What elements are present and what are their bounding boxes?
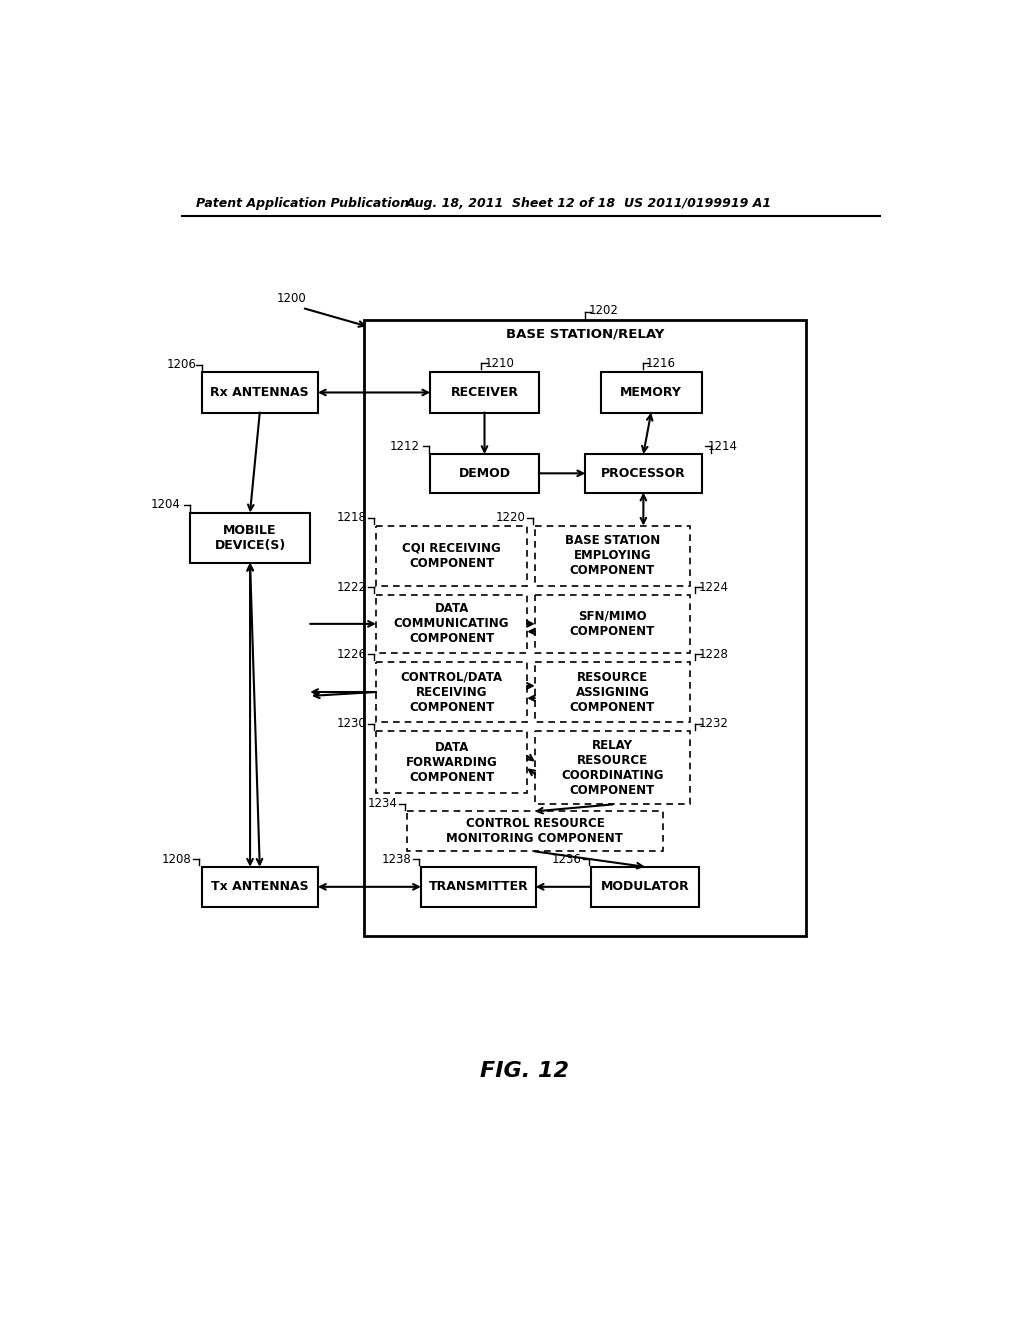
Text: 1236: 1236 (552, 853, 582, 866)
Bar (535, 663, 690, 722)
Text: 1238: 1238 (382, 853, 412, 866)
Bar (430, 454, 539, 492)
Bar (365, 321, 806, 936)
Bar (535, 525, 690, 586)
Text: DEMOD: DEMOD (459, 467, 511, 480)
Text: CONTROL/DATA
RECEIVING
COMPONENT: CONTROL/DATA RECEIVING COMPONENT (400, 671, 503, 714)
Bar (202, 867, 317, 907)
Text: 1208: 1208 (162, 853, 191, 866)
Text: DATA
COMMUNICATING
COMPONENT: DATA COMMUNICATING COMPONENT (394, 602, 509, 645)
Text: 1220: 1220 (496, 511, 525, 524)
Text: Aug. 18, 2011  Sheet 12 of 18: Aug. 18, 2011 Sheet 12 of 18 (406, 197, 615, 210)
Text: BASE STATION
EMPLOYING
COMPONENT: BASE STATION EMPLOYING COMPONENT (565, 535, 660, 577)
Bar (376, 731, 527, 793)
Text: 1200: 1200 (276, 292, 306, 305)
Text: 1204: 1204 (151, 499, 180, 511)
Text: 1230: 1230 (337, 717, 367, 730)
Text: 1206: 1206 (166, 358, 197, 371)
Text: Tx ANTENNAS: Tx ANTENNAS (211, 880, 308, 894)
Text: 1202: 1202 (589, 305, 618, 317)
Text: DATA
FORWARDING
COMPONENT: DATA FORWARDING COMPONENT (406, 741, 498, 784)
Text: 1226: 1226 (337, 648, 367, 661)
Bar (591, 867, 699, 907)
Bar (586, 454, 701, 492)
Text: CQI RECEIVING
COMPONENT: CQI RECEIVING COMPONENT (402, 541, 501, 570)
Text: Patent Application Publication: Patent Application Publication (197, 197, 410, 210)
Text: FIG. 12: FIG. 12 (480, 1061, 569, 1081)
Text: US 2011/0199919 A1: US 2011/0199919 A1 (624, 197, 771, 210)
Text: CONTROL RESOURCE
MONITORING COMPONENT: CONTROL RESOURCE MONITORING COMPONENT (446, 817, 624, 845)
Text: BASE STATION/RELAY: BASE STATION/RELAY (506, 327, 665, 341)
Text: TRANSMITTER: TRANSMITTER (428, 880, 528, 894)
Bar (430, 372, 539, 412)
Text: Rx ANTENNAS: Rx ANTENNAS (211, 385, 309, 399)
Bar (376, 595, 527, 653)
Text: 1232: 1232 (698, 717, 728, 730)
Text: 1228: 1228 (698, 648, 728, 661)
Bar (601, 372, 701, 412)
Text: SFN/MIMO
COMPONENT: SFN/MIMO COMPONENT (569, 610, 655, 638)
Bar (376, 663, 527, 722)
Text: 1210: 1210 (484, 356, 514, 370)
Text: 1212: 1212 (389, 440, 420, 453)
Bar (421, 867, 536, 907)
Text: 1222: 1222 (337, 581, 367, 594)
Text: MOBILE
DEVICE(S): MOBILE DEVICE(S) (214, 524, 286, 552)
Bar (190, 512, 310, 562)
Text: RELAY
RESOURCE
COORDINATING
COMPONENT: RELAY RESOURCE COORDINATING COMPONENT (561, 739, 664, 797)
Text: PROCESSOR: PROCESSOR (601, 467, 686, 480)
Text: 1216: 1216 (646, 356, 676, 370)
Bar (535, 731, 690, 804)
Text: 1218: 1218 (337, 511, 367, 524)
Text: RESOURCE
ASSIGNING
COMPONENT: RESOURCE ASSIGNING COMPONENT (569, 671, 655, 714)
Text: MODULATOR: MODULATOR (600, 880, 689, 894)
Bar (535, 595, 690, 653)
Text: 1224: 1224 (698, 581, 728, 594)
Text: RECEIVER: RECEIVER (451, 385, 518, 399)
Text: MEMORY: MEMORY (621, 385, 682, 399)
Bar (202, 372, 317, 412)
Bar (376, 525, 527, 586)
Bar (407, 812, 663, 851)
Text: 1214: 1214 (708, 440, 737, 453)
Text: 1234: 1234 (368, 797, 397, 810)
